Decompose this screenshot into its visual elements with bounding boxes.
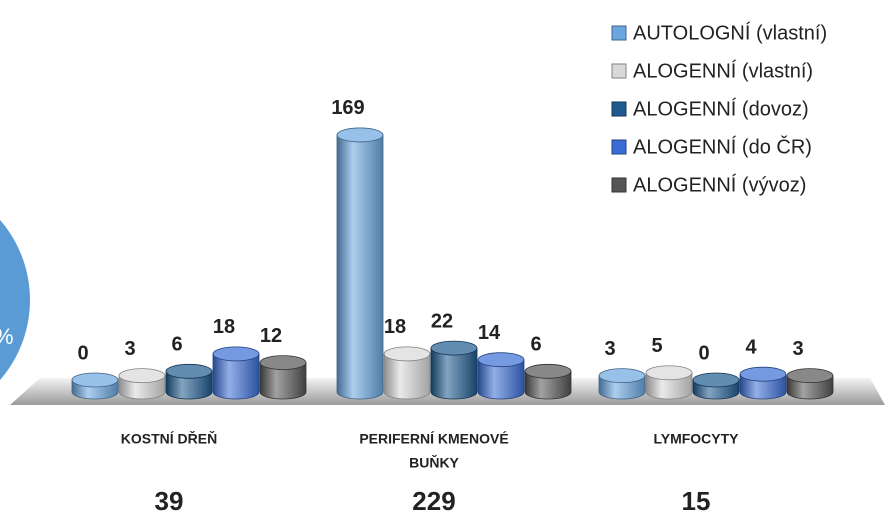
bar-body [259,362,307,400]
bar [336,127,384,400]
value-label: 0 [698,342,709,364]
legend-swatch [611,139,627,155]
bar [645,365,693,400]
legend-label: ALOGENNÍ (vývoz) [633,173,806,196]
bar-top [165,363,213,379]
value-label: 14 [478,322,501,344]
value-label: 0 [77,342,88,364]
value-label: 3 [124,338,135,360]
bar-top [786,368,834,384]
bar-body [477,359,525,400]
bar-top [336,127,384,143]
bar [598,368,646,400]
bar-top [598,368,646,384]
bar [118,368,166,400]
bar-top [259,355,307,371]
legend-label: ALOGENNÍ (vlastní) [633,59,813,82]
bar [524,363,572,400]
bar [786,368,834,400]
bar-body [383,353,431,400]
bar [259,355,307,400]
total-label: 15 [682,486,711,516]
value-label: 18 [384,316,406,338]
bar [383,346,431,400]
bar-top [739,366,787,382]
category-label: LYMFOCYTY [653,431,739,447]
category-label: BUŇKY [409,454,459,471]
legend-label: ALOGENNÍ (do ČR) [633,135,812,158]
legend-swatch [611,25,627,41]
value-label: 12 [260,325,282,347]
bar [165,363,213,400]
bar-top [477,352,525,368]
bar-top [524,363,572,379]
bar-body [524,370,572,400]
value-label: 169 [331,97,364,119]
value-label: 6 [171,334,182,356]
legend-label: ALOGENNÍ (dovoz) [633,97,809,120]
bar-top [383,346,431,362]
value-label: 3 [792,338,803,360]
bar-body [336,134,384,400]
bar [430,340,478,400]
bar [477,352,525,400]
bar-body [645,372,693,400]
category-label: KOSTNÍ DŘEŇ [121,430,217,447]
value-label: 4 [745,336,757,358]
bar [212,346,260,400]
side-circle [0,219,30,381]
bar-top [212,346,260,362]
value-label: 5 [651,335,662,357]
bar-top [118,368,166,384]
value-label: 22 [431,310,453,332]
category-label: PERIFERNÍ KMENOVÉ [359,431,508,447]
bar [71,372,119,400]
value-label: 6 [530,334,541,356]
bar [739,366,787,400]
side-label: % [0,324,14,349]
bar-top [430,340,478,356]
legend-swatch [611,101,627,117]
total-label: 39 [155,486,184,516]
total-label: 229 [412,486,455,516]
value-label: 3 [604,338,615,360]
value-label: 18 [213,316,235,338]
bar-body [212,353,260,400]
legend-label: AUTOLOGNÍ (vlastní) [633,21,827,44]
bar-body [165,370,213,400]
bar-top [71,372,119,388]
legend-swatch [611,63,627,79]
bar-body [430,347,478,400]
legend-swatch [611,177,627,193]
bar-top [692,372,740,388]
bar-top [645,365,693,381]
bar [692,372,740,400]
